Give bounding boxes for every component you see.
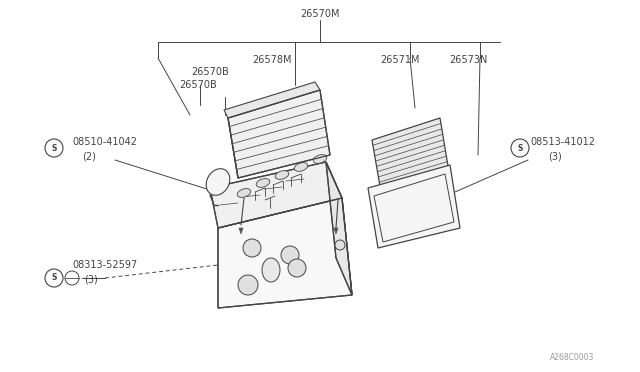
Text: S: S [51, 273, 57, 282]
Polygon shape [224, 82, 320, 118]
Text: 26570B: 26570B [191, 67, 229, 77]
Ellipse shape [275, 171, 289, 179]
Text: 26573N: 26573N [449, 55, 487, 65]
Text: A268C0003: A268C0003 [550, 353, 594, 362]
Text: (3): (3) [84, 275, 98, 285]
Ellipse shape [313, 155, 327, 163]
Ellipse shape [206, 169, 230, 195]
Text: (2): (2) [82, 151, 96, 161]
Text: S: S [517, 144, 523, 153]
Polygon shape [372, 118, 450, 198]
Polygon shape [239, 228, 243, 234]
Text: (3): (3) [548, 151, 562, 161]
Circle shape [238, 275, 258, 295]
Text: 08513-41012: 08513-41012 [530, 137, 595, 147]
Text: 08313-52597: 08313-52597 [72, 260, 137, 270]
Polygon shape [228, 90, 330, 178]
Circle shape [281, 246, 299, 264]
Circle shape [243, 239, 261, 257]
Text: 26578M: 26578M [252, 55, 292, 65]
Text: 08510-41042: 08510-41042 [72, 137, 137, 147]
Circle shape [288, 259, 306, 277]
Ellipse shape [294, 163, 308, 171]
Text: 26571M: 26571M [380, 55, 420, 65]
Polygon shape [334, 228, 338, 234]
Text: 26570M: 26570M [300, 9, 340, 19]
Ellipse shape [262, 258, 280, 282]
Polygon shape [210, 162, 342, 228]
Ellipse shape [256, 179, 270, 187]
Text: S: S [51, 144, 57, 153]
Text: 26570B: 26570B [179, 80, 217, 90]
Polygon shape [368, 165, 460, 248]
Polygon shape [218, 198, 352, 308]
Circle shape [335, 240, 345, 250]
Ellipse shape [237, 189, 251, 198]
Polygon shape [326, 162, 352, 295]
